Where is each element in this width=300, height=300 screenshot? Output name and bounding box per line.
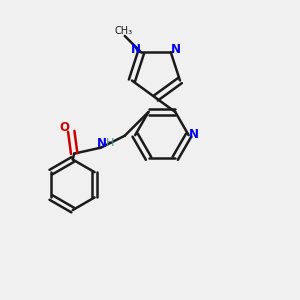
Text: N: N bbox=[189, 128, 199, 141]
Text: N: N bbox=[171, 44, 181, 56]
Text: H: H bbox=[106, 138, 115, 148]
Text: N: N bbox=[97, 137, 106, 150]
Text: O: O bbox=[60, 121, 70, 134]
Text: CH₃: CH₃ bbox=[114, 26, 132, 36]
Text: N: N bbox=[131, 44, 141, 56]
